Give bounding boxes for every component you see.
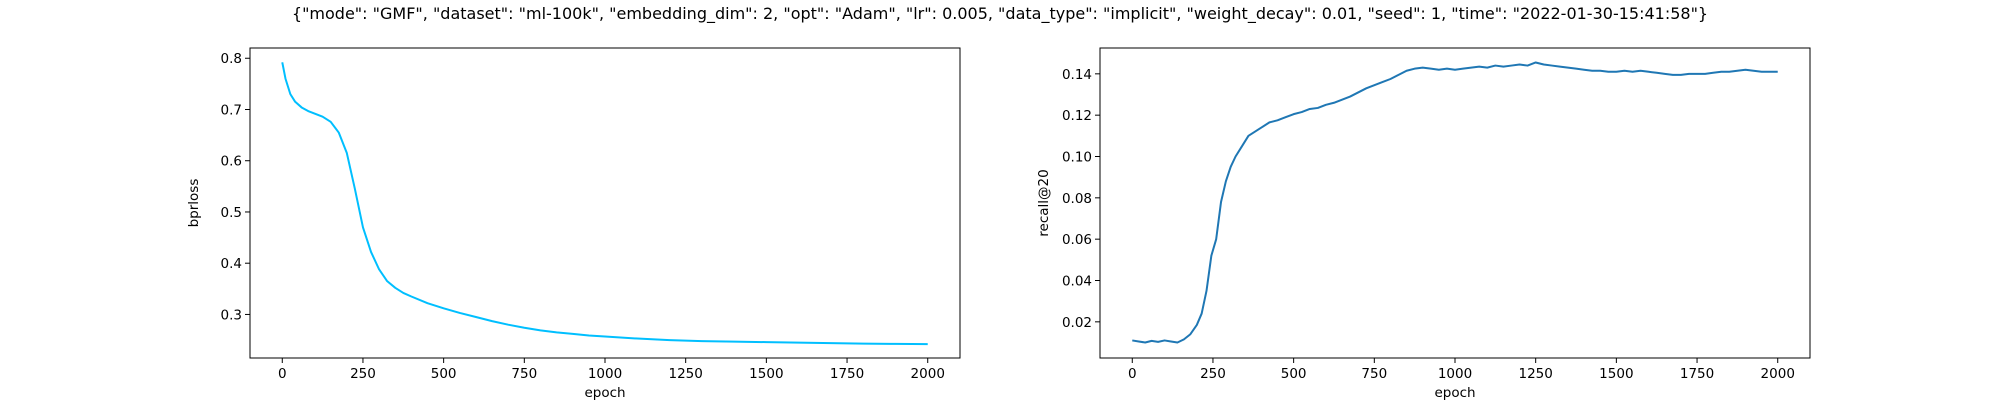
x-tick-label: 0 xyxy=(1128,366,1137,382)
y-tick-label: 0.14 xyxy=(1062,67,1092,83)
y-tick-label: 0.08 xyxy=(1062,191,1092,207)
chart-bprloss: 0 250 500 750 1000 1250 1500 1750 2000 0.3 0.4 0.5… xyxy=(186,47,961,400)
chart-recall: 0 250 500 750 1000 1250 1500 1750 2000 0.020.040… xyxy=(1036,47,1811,400)
x-tick-label: 250 xyxy=(1200,366,1226,382)
y-tick-label: 0.5 xyxy=(221,205,242,221)
x-tick-label: 1750 xyxy=(830,366,864,382)
y-tick-label: 0.7 xyxy=(221,102,242,118)
y-tick-label: 0.12 xyxy=(1062,108,1092,124)
x-tick-label: 750 xyxy=(511,366,537,382)
x-axis-label-recall: epoch xyxy=(1434,385,1475,400)
x-tick-label: 1750 xyxy=(1680,366,1714,382)
y-tick-label: 0.04 xyxy=(1062,274,1092,290)
y-tick-label: 0.02 xyxy=(1062,315,1092,331)
x-tick-label: 1500 xyxy=(749,366,783,382)
x-tick-label: 1000 xyxy=(588,366,622,382)
y-axis-label-recall: recall@20 xyxy=(1036,169,1052,236)
x-tick-label: 2000 xyxy=(1761,366,1795,382)
x-tick-label: 1250 xyxy=(669,366,703,382)
y-tick-label: 0.4 xyxy=(221,256,242,272)
series-line-bprloss-0 xyxy=(281,62,928,346)
x-tick-label: 1500 xyxy=(1599,366,1633,382)
y-tick-label: 0.06 xyxy=(1062,232,1092,248)
x-axis-label-bprloss: epoch xyxy=(584,385,625,400)
x-ticks-bprloss: 0 250 500 750 1000 1250 1500 1750 2000 xyxy=(278,358,945,382)
y-tick-label: 0.10 xyxy=(1062,150,1092,166)
x-tick-label: 500 xyxy=(431,366,457,382)
x-tick-label: 2000 xyxy=(911,366,945,382)
x-tick-label: 250 xyxy=(350,366,376,382)
figure-title: {"mode": "GMF", "dataset": "ml-100k", "e… xyxy=(292,4,1708,24)
plot-area-bprloss xyxy=(281,62,928,346)
y-axis-label-bprloss: bprloss xyxy=(186,179,202,228)
y-ticks-bprloss: 0.3 0.4 0.5 0.6 0.7 0.8 xyxy=(221,51,250,323)
x-tick-label: 0 xyxy=(278,366,287,382)
x-ticks-recall: 0 250 500 750 1000 1250 1500 1750 2000 xyxy=(1128,358,1795,382)
x-tick-label: 750 xyxy=(1361,366,1387,382)
series-line-recall-0 xyxy=(1132,61,1778,344)
x-tick-label: 1250 xyxy=(1519,366,1553,382)
y-tick-label: 0.8 xyxy=(221,51,242,67)
y-tick-label: 0.3 xyxy=(221,307,242,323)
x-tick-label: 1000 xyxy=(1438,366,1472,382)
x-tick-label: 500 xyxy=(1281,366,1307,382)
y-tick-label: 0.6 xyxy=(221,154,242,170)
plot-area-recall xyxy=(1132,61,1778,344)
y-ticks-recall: 0.02 0.04 0.06 0.08 0.10 0.12 0.14 xyxy=(1062,67,1100,331)
